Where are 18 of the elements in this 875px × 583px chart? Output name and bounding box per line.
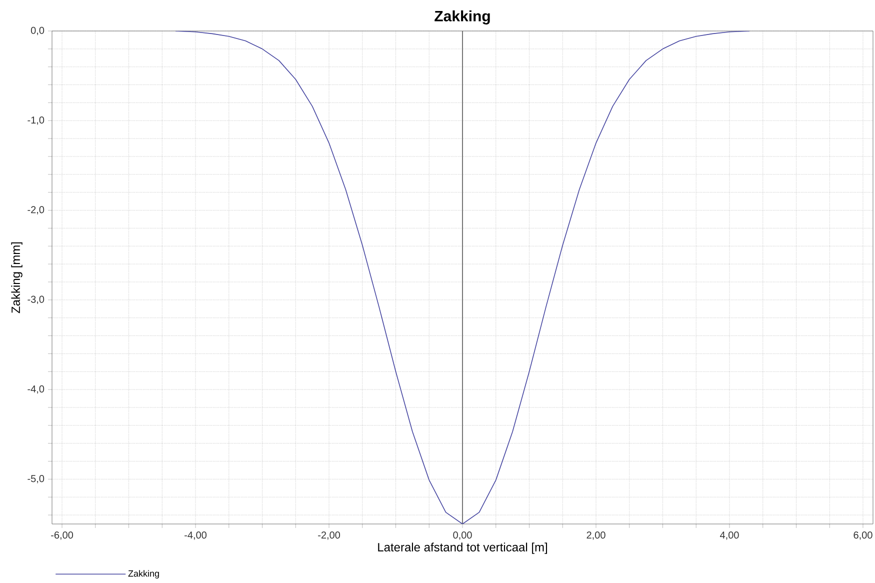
y-axis-title: Zakking [mm] [11, 242, 22, 314]
x-tick-label: 0,00 [453, 532, 472, 540]
y-tick-label: -3,0 [28, 296, 44, 304]
x-axis-title: Laterale afstand tot verticaal [m] [378, 542, 548, 554]
y-tick-label: -5,0 [28, 475, 44, 484]
y-tick-label: -1,0 [28, 116, 44, 125]
line-series [175, 30, 750, 524]
x-tick-label: 4,00 [720, 532, 739, 540]
x-tick-label: 6,00 [854, 532, 872, 540]
chart-title: Zakking [434, 10, 490, 24]
x-tick-label: 2,00 [586, 532, 606, 540]
y-tick-label: -2,0 [28, 206, 44, 214]
text: Zakking [128, 570, 159, 578]
x-tick-label: -6,00 [51, 532, 74, 540]
y-tick-label: 0,0 [30, 26, 44, 36]
y-tick-label: -4,0 [28, 385, 44, 394]
x-tick-label: -2,00 [318, 532, 340, 540]
x-tick-label: -4,00 [184, 532, 207, 540]
